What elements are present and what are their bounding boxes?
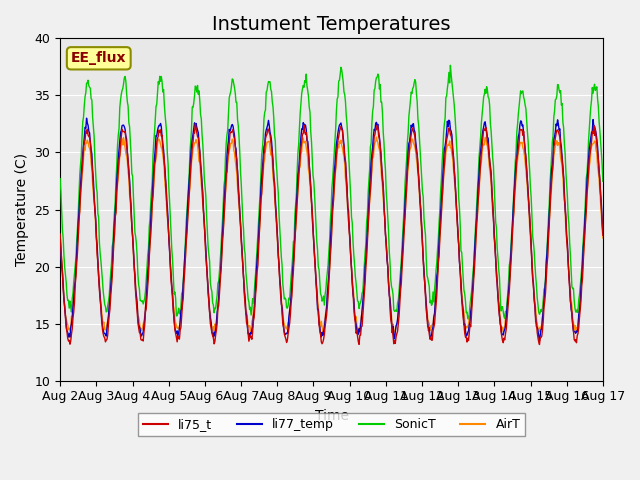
AirT bbox=[122, 150, 130, 156]
li77_temp bbox=[123, 136, 131, 142]
SonicT bbox=[66, 298, 74, 304]
SonicT bbox=[599, 179, 607, 184]
AirT bbox=[66, 325, 74, 331]
SonicT bbox=[206, 258, 214, 264]
Title: Instument Temperatures: Instument Temperatures bbox=[212, 15, 451, 34]
Line: li75_t: li75_t bbox=[60, 124, 603, 345]
SonicT bbox=[413, 99, 421, 105]
SonicT bbox=[397, 257, 405, 263]
li77_temp bbox=[56, 231, 64, 237]
li75_t bbox=[536, 342, 543, 348]
SonicT bbox=[465, 316, 472, 322]
li77_temp bbox=[599, 230, 607, 236]
li75_t bbox=[122, 135, 130, 141]
AirT bbox=[599, 235, 607, 241]
li75_t bbox=[66, 341, 74, 347]
li75_t bbox=[207, 321, 214, 327]
AirT bbox=[415, 181, 422, 187]
Line: SonicT: SonicT bbox=[60, 65, 603, 319]
Line: li77_temp: li77_temp bbox=[60, 118, 603, 341]
X-axis label: Time: Time bbox=[314, 409, 349, 423]
li77_temp bbox=[66, 334, 74, 340]
AirT bbox=[177, 310, 185, 316]
li77_temp bbox=[398, 254, 406, 260]
li77_temp bbox=[83, 115, 90, 121]
AirT bbox=[355, 332, 363, 338]
AirT bbox=[56, 237, 64, 243]
SonicT bbox=[122, 78, 130, 84]
Text: EE_flux: EE_flux bbox=[71, 51, 127, 65]
AirT bbox=[399, 245, 406, 251]
Legend: li75_t, li77_temp, SonicT, AirT: li75_t, li77_temp, SonicT, AirT bbox=[138, 413, 525, 436]
li77_temp bbox=[178, 306, 186, 312]
li77_temp bbox=[536, 338, 543, 344]
li77_temp bbox=[207, 315, 214, 321]
li75_t bbox=[414, 161, 422, 167]
li75_t bbox=[191, 121, 199, 127]
Y-axis label: Temperature (C): Temperature (C) bbox=[15, 153, 29, 266]
AirT bbox=[206, 307, 214, 313]
AirT bbox=[372, 134, 380, 140]
li75_t bbox=[398, 264, 406, 269]
Line: AirT: AirT bbox=[60, 137, 603, 335]
li77_temp bbox=[414, 167, 422, 172]
li75_t bbox=[177, 324, 185, 330]
SonicT bbox=[177, 303, 185, 309]
li75_t bbox=[56, 231, 64, 237]
SonicT bbox=[447, 62, 454, 68]
SonicT bbox=[56, 176, 64, 181]
li75_t bbox=[599, 232, 607, 238]
